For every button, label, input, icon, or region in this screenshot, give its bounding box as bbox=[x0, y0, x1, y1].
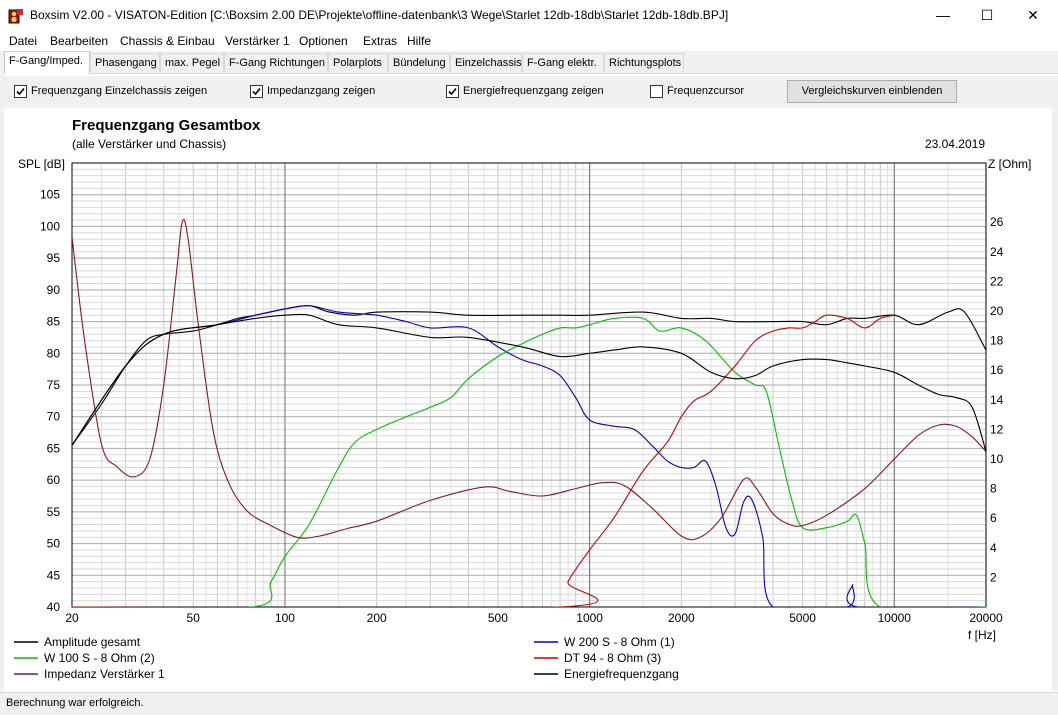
y-tick-label: 70 bbox=[47, 410, 61, 424]
y-tick-label: 80 bbox=[47, 346, 61, 360]
checkbox-einzelchassis[interactable] bbox=[14, 85, 27, 98]
tab-phasengang[interactable]: Phasengang bbox=[90, 53, 160, 72]
y-tick-label: 90 bbox=[47, 283, 61, 297]
chart-title: Frequenzgang Gesamtbox bbox=[72, 117, 261, 134]
legend-label: Energiefrequenzgang bbox=[564, 667, 679, 681]
x-tick-label: 200 bbox=[367, 611, 387, 625]
x-tick-label: 20 bbox=[65, 611, 79, 625]
y2-tick-label: 12 bbox=[990, 422, 1004, 436]
series-amplitude-gesamt bbox=[72, 305, 986, 446]
y2-tick-label: 26 bbox=[990, 215, 1004, 229]
left-frame bbox=[0, 73, 4, 692]
y-tick-label: 95 bbox=[47, 251, 61, 265]
tab-fgang-imped[interactable]: F-Gang/Imped. bbox=[4, 51, 90, 74]
tab-fgang-elektr[interactable]: F-Gang elektr. bbox=[522, 53, 604, 72]
y-tick-label: 100 bbox=[40, 219, 60, 233]
legend-label: Impedanz Verstärker 1 bbox=[44, 667, 165, 681]
y2-tick-label: 2 bbox=[990, 570, 997, 584]
series-energiefrequenzgang bbox=[72, 313, 986, 452]
y-tick-label: 45 bbox=[47, 568, 61, 582]
checkbox-label-impedanz: Impedanzgang zeigen bbox=[267, 85, 376, 97]
tab-buendelung[interactable]: Bündelung bbox=[388, 53, 450, 72]
maximize-button[interactable]: ☐ bbox=[980, 7, 994, 23]
menu-hilfe[interactable]: Hilfe bbox=[407, 34, 432, 48]
close-button[interactable]: ✕ bbox=[1027, 7, 1039, 23]
chart-subtitle: (alle Verstärker und Chassis) bbox=[72, 137, 226, 151]
menu-datei[interactable]: Datei bbox=[9, 34, 38, 48]
checkbox-impedanz[interactable] bbox=[250, 85, 263, 98]
y2-tick-label: 18 bbox=[990, 334, 1004, 348]
series-dt94 bbox=[72, 314, 895, 607]
x-tick-label: 20000 bbox=[969, 611, 1003, 625]
checkbox-frequenzcursor[interactable] bbox=[650, 85, 663, 98]
x-axis-label: f [Hz] bbox=[968, 628, 996, 642]
minimize-button[interactable]: — bbox=[936, 7, 950, 23]
x-tick-label: 1000 bbox=[576, 611, 603, 625]
x-tick-label: 10000 bbox=[878, 611, 912, 625]
menu-extras[interactable]: Extras bbox=[363, 34, 398, 48]
y-tick-label: 55 bbox=[47, 505, 61, 519]
y2-tick-label: 14 bbox=[990, 393, 1004, 407]
checkbox-energie[interactable] bbox=[446, 85, 459, 98]
y2-tick-label: 22 bbox=[990, 274, 1004, 288]
y-axis-label: SPL [dB] bbox=[18, 157, 65, 171]
y-tick-label: 65 bbox=[47, 441, 61, 455]
checkmark-icon bbox=[252, 87, 261, 96]
y2-tick-label: 8 bbox=[990, 482, 997, 496]
menu-verstaerker[interactable]: Verstärker 1 bbox=[225, 34, 290, 48]
checkbox-label-einzelchassis: Frequenzgang Einzelchassis zeigen bbox=[31, 85, 208, 97]
legend-label: W 100 S - 8 Ohm (2) bbox=[44, 651, 155, 665]
y2-tick-label: 24 bbox=[990, 245, 1004, 259]
tab-einzelchassis[interactable]: Einzelchassis bbox=[450, 53, 522, 72]
series-w200s bbox=[72, 305, 986, 607]
y2-tick-label: 10 bbox=[990, 452, 1004, 466]
frequency-response-chart: Frequenzgang Gesamtbox (alle Verstärker u… bbox=[14, 117, 1031, 681]
y-tick-label: 50 bbox=[47, 537, 61, 551]
y2-tick-label: 16 bbox=[990, 363, 1004, 377]
tab-polarplots[interactable]: Polarplots bbox=[328, 53, 388, 72]
boxsim-app-icon bbox=[8, 9, 23, 24]
checkmark-icon bbox=[448, 87, 457, 96]
right-frame bbox=[1052, 76, 1058, 691]
y2-tick-label: 4 bbox=[990, 541, 997, 555]
y-tick-label: 85 bbox=[47, 315, 61, 329]
x-tick-label: 500 bbox=[488, 611, 508, 625]
y2-tick-label: 6 bbox=[990, 511, 997, 525]
checkbox-label-energie: Energiefrequenzgang zeigen bbox=[463, 85, 604, 97]
legend-label: DT 94 - 8 Ohm (3) bbox=[564, 651, 661, 665]
window-title: Boxsim V2.00 - VISATON-Edition [C:\Boxsi… bbox=[30, 8, 729, 22]
y-tick-label: 40 bbox=[47, 600, 61, 614]
tab-bar: F-Gang/Imped. Phasengang max. Pegel F-Ga… bbox=[0, 51, 1058, 74]
y2-tick-label: 20 bbox=[990, 304, 1004, 318]
checkbox-label-frequenzcursor: Frequenzcursor bbox=[667, 85, 745, 97]
tab-max-pegel[interactable]: max. Pegel bbox=[160, 53, 224, 72]
menu-bearbeiten[interactable]: Bearbeiten bbox=[50, 34, 109, 48]
title-bar: Boxsim V2.00 - VISATON-Edition [C:\Boxsi… bbox=[0, 0, 1058, 31]
tab-richtungsplots[interactable]: Richtungsplots bbox=[604, 53, 684, 72]
status-bar: Berechnung war erfolgreich. bbox=[0, 692, 1058, 715]
y-tick-label: 75 bbox=[47, 378, 61, 392]
plot-area: Frequenzgang Gesamtbox (alle Verstärker u… bbox=[4, 108, 1052, 691]
x-tick-label: 2000 bbox=[668, 611, 695, 625]
options-bar: Frequenzgang Einzelchassis zeigen Impeda… bbox=[4, 76, 1056, 108]
menu-chassis-einbau[interactable]: Chassis & Einbau bbox=[120, 34, 215, 48]
menu-optionen[interactable]: Optionen bbox=[299, 34, 348, 48]
y2-axis-label: Z [Ohm] bbox=[988, 157, 1031, 171]
y-tick-label: 60 bbox=[47, 473, 61, 487]
series-impedanz bbox=[72, 218, 986, 541]
menu-bar: Datei Bearbeiten Chassis & Einbau Verstä… bbox=[0, 31, 1058, 51]
compare-curves-button[interactable]: Vergleichskurven einblenden bbox=[787, 80, 957, 103]
plot-frame bbox=[71, 162, 987, 608]
x-tick-label: 100 bbox=[275, 611, 295, 625]
series-w100s bbox=[72, 316, 986, 607]
legend-label: W 200 S - 8 Ohm (1) bbox=[564, 635, 675, 649]
checkmark-icon bbox=[16, 87, 25, 96]
legend-label: Amplitude gesamt bbox=[44, 635, 141, 649]
chart-date: 23.04.2019 bbox=[925, 137, 985, 151]
tab-fgang-richtungen[interactable]: F-Gang Richtungen bbox=[224, 53, 328, 72]
status-text: Berechnung war erfolgreich. bbox=[6, 697, 144, 709]
y-tick-label: 105 bbox=[40, 188, 60, 202]
x-tick-label: 5000 bbox=[789, 611, 816, 625]
x-tick-label: 50 bbox=[187, 611, 201, 625]
